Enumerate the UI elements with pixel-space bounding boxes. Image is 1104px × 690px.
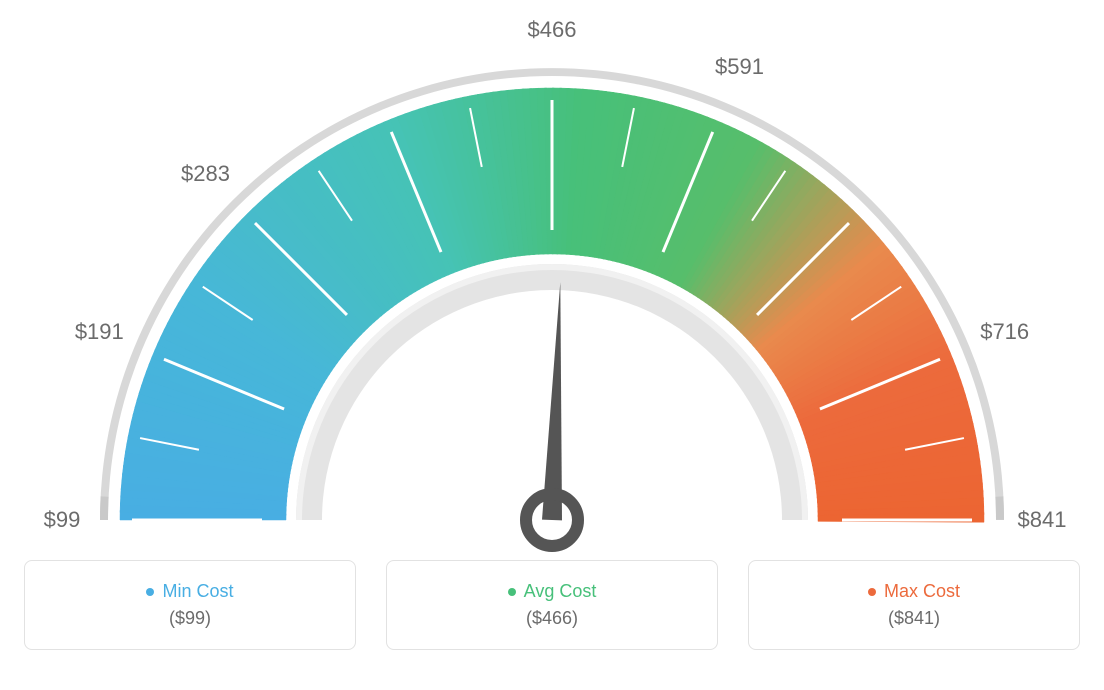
legend-value-min: ($99) [169,608,211,629]
legend-title-row: Max Cost [868,581,960,602]
gauge-chart: $99 $191 $283 $466 $591 $716 $841 [0,0,1104,560]
tick-label: $591 [715,54,764,80]
tick-label: $841 [1018,507,1067,533]
legend-title-avg: Avg Cost [524,581,597,602]
legend-value-avg: ($466) [526,608,578,629]
legend-card-avg: Avg Cost ($466) [386,560,718,650]
legend-dot-max [868,588,876,596]
legend-dot-avg [508,588,516,596]
tick-label: $99 [44,507,81,533]
legend-dot-min [146,588,154,596]
legend-card-max: Max Cost ($841) [748,560,1080,650]
legend-title-max: Max Cost [884,581,960,602]
legend-card-min: Min Cost ($99) [24,560,356,650]
gauge-svg [0,0,1104,560]
legend-value-max: ($841) [888,608,940,629]
tick-label: $466 [528,17,577,43]
legend-title-row: Min Cost [146,581,233,602]
legend-title-min: Min Cost [162,581,233,602]
tick-label: $716 [980,319,1029,345]
tick-label: $283 [181,161,230,187]
tick-label: $191 [75,319,124,345]
needle [542,282,562,520]
legend-title-row: Avg Cost [508,581,597,602]
legend-row: Min Cost ($99) Avg Cost ($466) Max Cost … [0,560,1104,650]
